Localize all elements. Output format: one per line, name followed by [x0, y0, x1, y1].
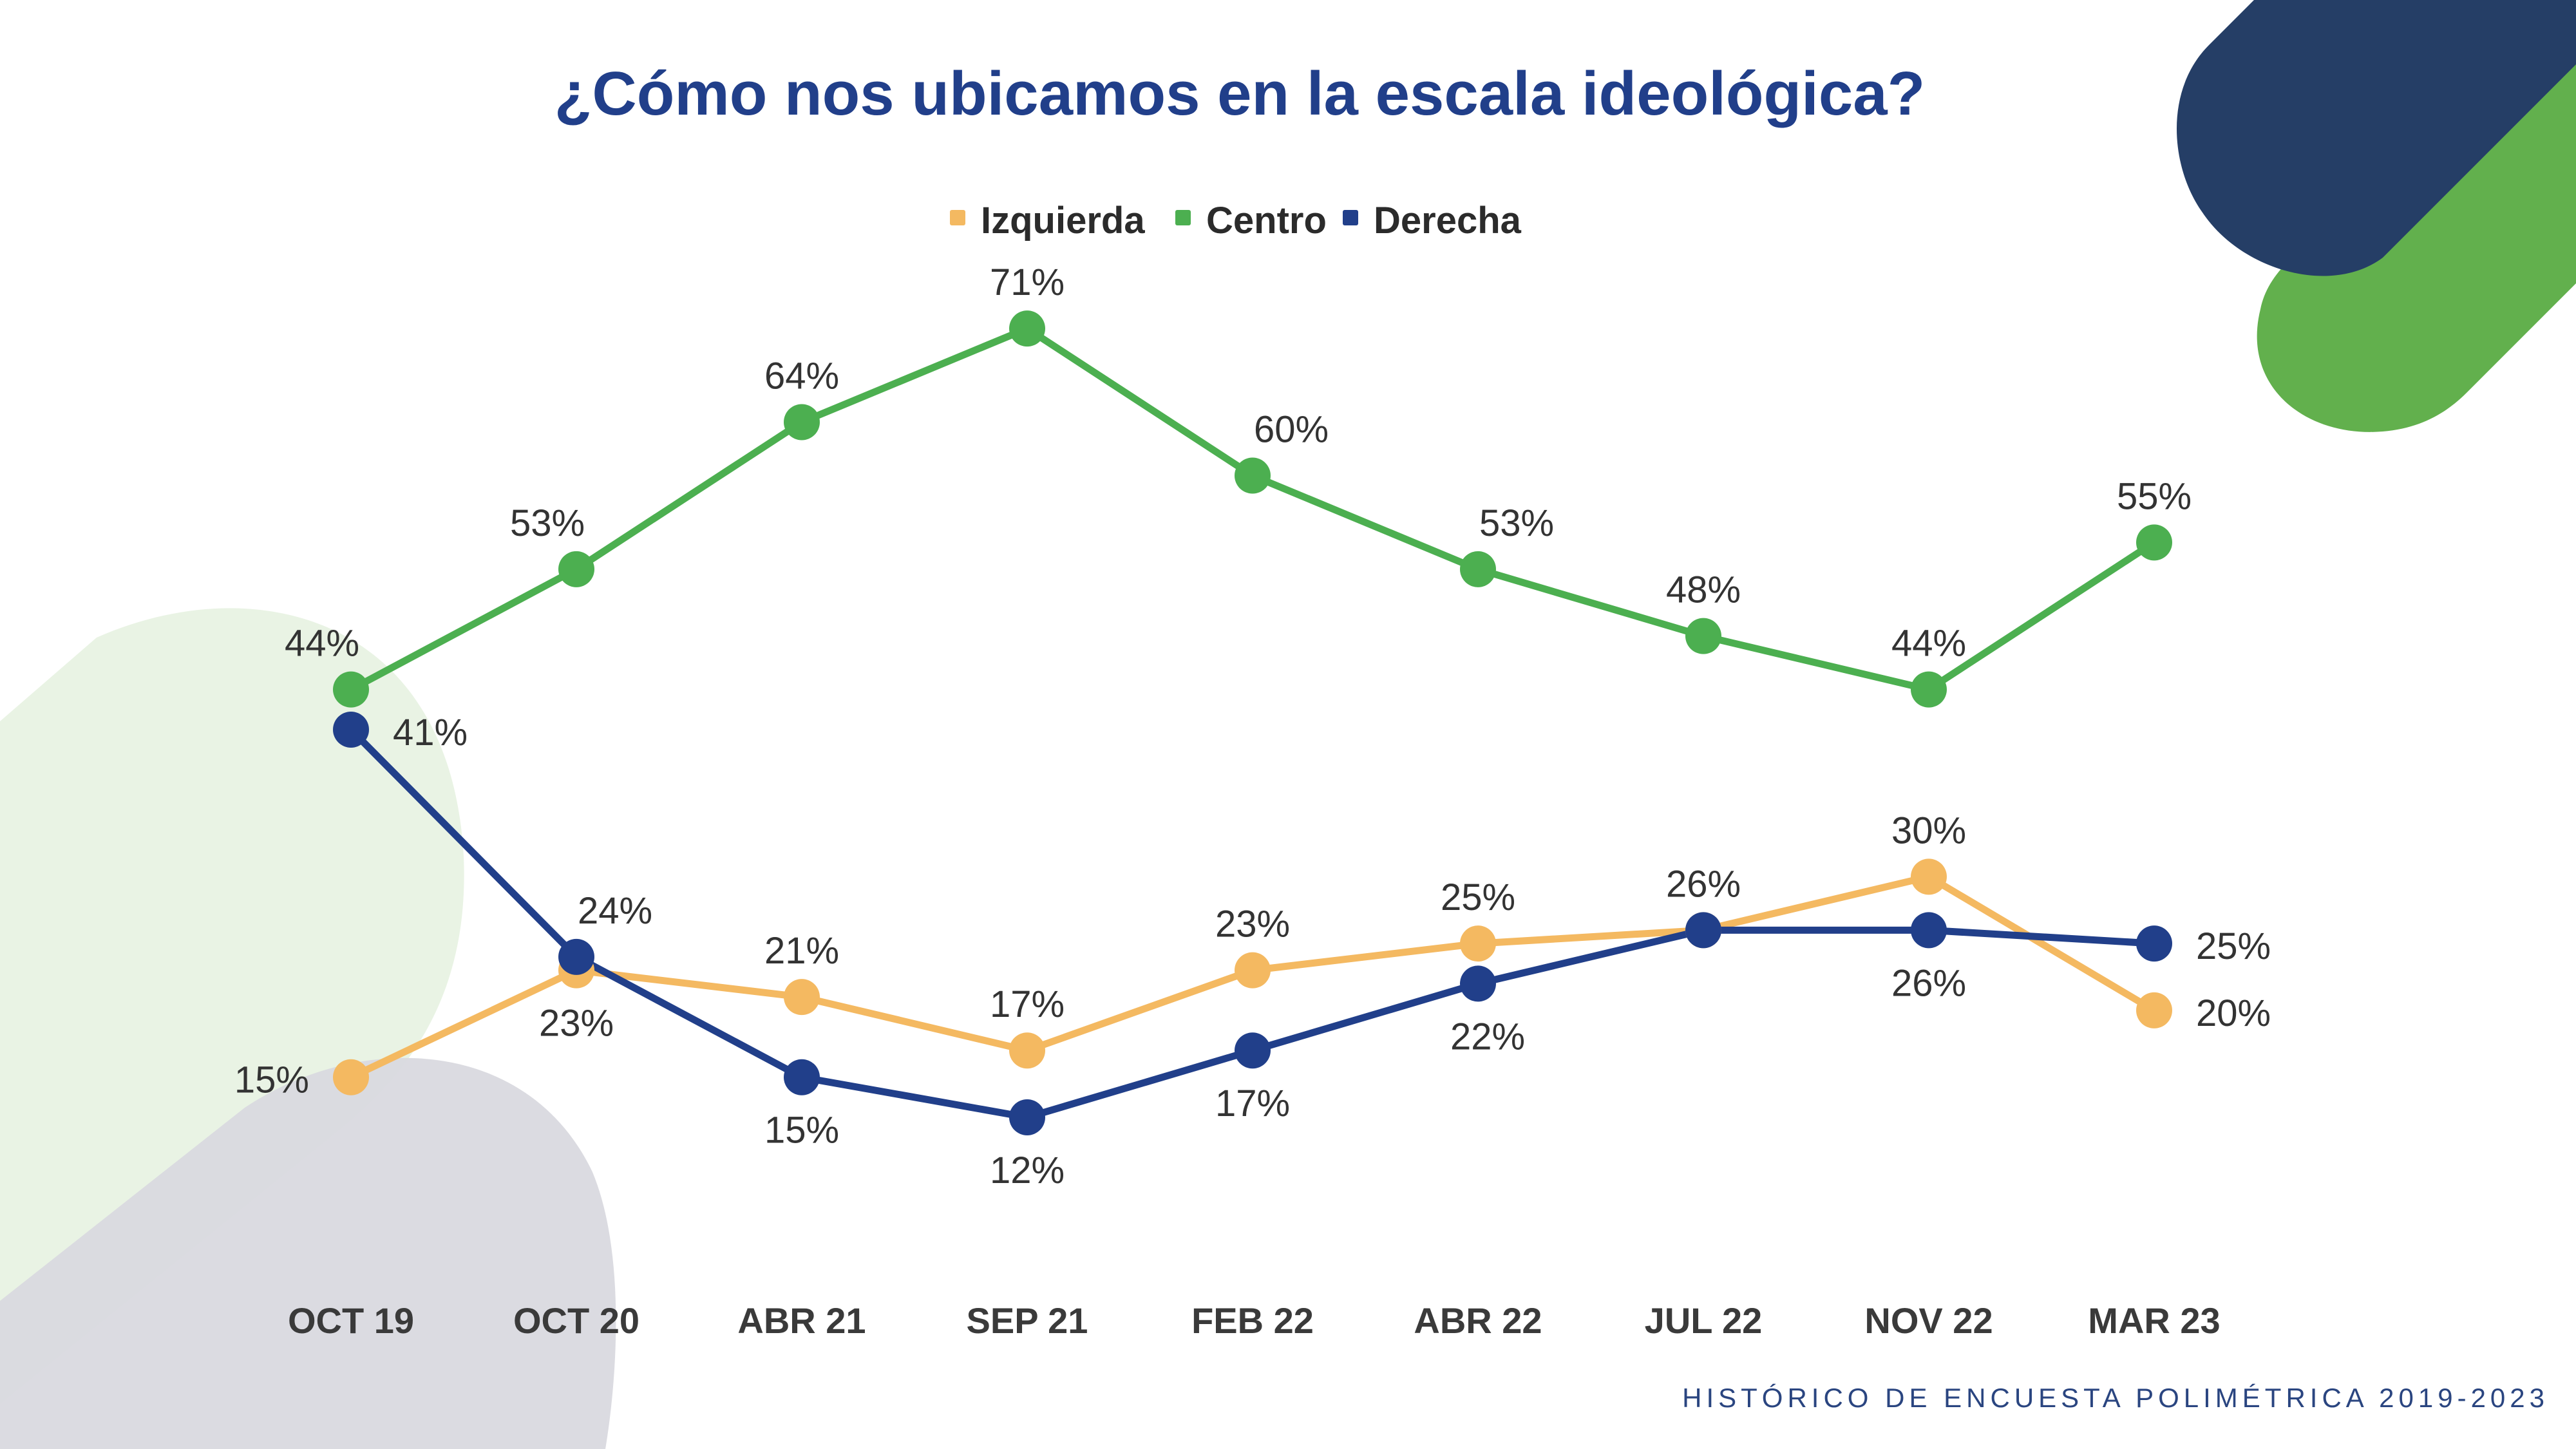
data-labels: 15% 23% 21% 17% 23% 25% 26% 30% 20% 44% 53% 64% 71% 6… — [234, 261, 2271, 1191]
point-derecha-abr-21 — [784, 1059, 820, 1095]
point-centro-nov-22 — [1911, 671, 1947, 708]
x-tick-oct-20: OCT 20 — [513, 1300, 639, 1341]
point-izquierda-abr-21 — [784, 979, 820, 1016]
data-label-derecha-abr-22: 22% — [1450, 1016, 1525, 1057]
point-izquierda-nov-22 — [1911, 858, 1947, 895]
data-label-derecha-abr-21: 15% — [764, 1110, 839, 1151]
point-derecha-abr-22 — [1460, 965, 1496, 1002]
series-lines — [348, 325, 2157, 1121]
data-label-izquierda-sep-21: 17% — [990, 983, 1065, 1025]
x-tick-abr-22: ABR 22 — [1414, 1300, 1542, 1341]
point-izquierda-mar-23 — [2136, 992, 2172, 1028]
legend-swatch-izquierda — [950, 210, 965, 225]
x-tick-nov-22: NOV 22 — [1864, 1300, 1993, 1341]
data-label-centro-abr-22: 53% — [1479, 502, 1554, 544]
x-tick-abr-21: ABR 21 — [737, 1300, 866, 1341]
point-centro-jul-22 — [1685, 618, 1721, 654]
data-label-izquierda-abr-22: 25% — [1441, 876, 1515, 918]
legend: Izquierda Centro Derecha — [950, 200, 1522, 242]
point-centro-sep-21 — [1009, 310, 1045, 347]
data-label-izquierda-oct-19: 15% — [234, 1059, 309, 1101]
data-label-izquierda-mar-23: 20% — [2196, 992, 2271, 1034]
data-label-centro-oct-19: 44% — [285, 623, 359, 665]
point-centro-oct-19 — [333, 671, 369, 708]
point-izquierda-abr-22 — [1460, 925, 1496, 962]
legend-label-centro: Centro — [1206, 200, 1327, 242]
x-tick-mar-23: MAR 23 — [2088, 1300, 2220, 1341]
data-label-derecha-nov-22: 26% — [1891, 962, 1966, 1004]
point-derecha-feb-22 — [1235, 1032, 1271, 1069]
point-derecha-oct-20 — [558, 938, 594, 975]
data-label-centro-abr-21: 64% — [764, 355, 839, 397]
point-derecha-oct-19 — [333, 711, 369, 748]
legend-label-izquierda: Izquierda — [981, 200, 1145, 242]
point-centro-mar-23 — [2136, 524, 2172, 561]
point-izquierda-oct-19 — [333, 1059, 369, 1095]
point-izquierda-sep-21 — [1009, 1032, 1045, 1069]
data-label-derecha-oct-19: 41% — [393, 712, 468, 753]
point-derecha-jul-22 — [1685, 912, 1721, 949]
point-derecha-nov-22 — [1911, 912, 1947, 949]
x-tick-jul-22: JUL 22 — [1645, 1300, 1763, 1341]
data-label-derecha-oct-20: 24% — [578, 890, 652, 932]
data-label-centro-mar-23: 55% — [2117, 475, 2192, 517]
point-centro-oct-20 — [558, 551, 594, 587]
data-label-derecha-mar-23: 25% — [2196, 925, 2271, 967]
point-centro-feb-22 — [1235, 457, 1271, 494]
decor-light-green-pill — [0, 608, 464, 1404]
point-izquierda-feb-22 — [1235, 952, 1271, 989]
point-derecha-sep-21 — [1009, 1099, 1045, 1135]
legend-swatch-centro — [1175, 210, 1191, 225]
data-label-centro-nov-22: 44% — [1891, 623, 1966, 665]
line-centro — [349, 325, 2157, 694]
point-centro-abr-21 — [784, 404, 820, 440]
decor-gray-pill — [0, 1057, 616, 1449]
data-label-izquierda-feb-22: 23% — [1215, 904, 1290, 945]
data-label-centro-feb-22: 60% — [1254, 409, 1329, 451]
x-tick-feb-22: FEB 22 — [1191, 1300, 1314, 1341]
data-label-izquierda-nov-22: 30% — [1891, 810, 1966, 851]
point-derecha-mar-23 — [2136, 925, 2172, 962]
data-points — [333, 310, 2172, 1135]
data-label-derecha-feb-22: 17% — [1215, 1083, 1290, 1124]
chart-title: ¿Cómo nos ubicamos en la escala ideológi… — [554, 59, 1926, 128]
legend-swatch-derecha — [1343, 210, 1358, 225]
footer-source: HISTÓRICO DE ENCUESTA POLIMÉTRICA 2019-2… — [1682, 1383, 2549, 1413]
data-label-centro-sep-21: 71% — [990, 261, 1065, 303]
decor-navy-pill — [2177, 0, 2576, 276]
data-label-centro-jul-22: 48% — [1666, 569, 1741, 611]
data-label-derecha-sep-21: 12% — [990, 1150, 1065, 1191]
data-label-izquierda-jul-22: 26% — [1666, 863, 1741, 905]
point-centro-abr-22 — [1460, 551, 1496, 587]
data-label-izquierda-oct-20: 23% — [539, 1003, 614, 1045]
data-label-izquierda-abr-21: 21% — [764, 930, 839, 972]
data-label-centro-oct-20: 53% — [510, 502, 585, 544]
legend-label-derecha: Derecha — [1374, 200, 1522, 242]
x-axis: OCT 19 OCT 20 ABR 21 SEP 21 FEB 22 ABR 22 JUL … — [288, 1300, 2221, 1341]
x-tick-sep-21: SEP 21 — [967, 1300, 1088, 1341]
x-tick-oct-19: OCT 19 — [288, 1300, 414, 1341]
